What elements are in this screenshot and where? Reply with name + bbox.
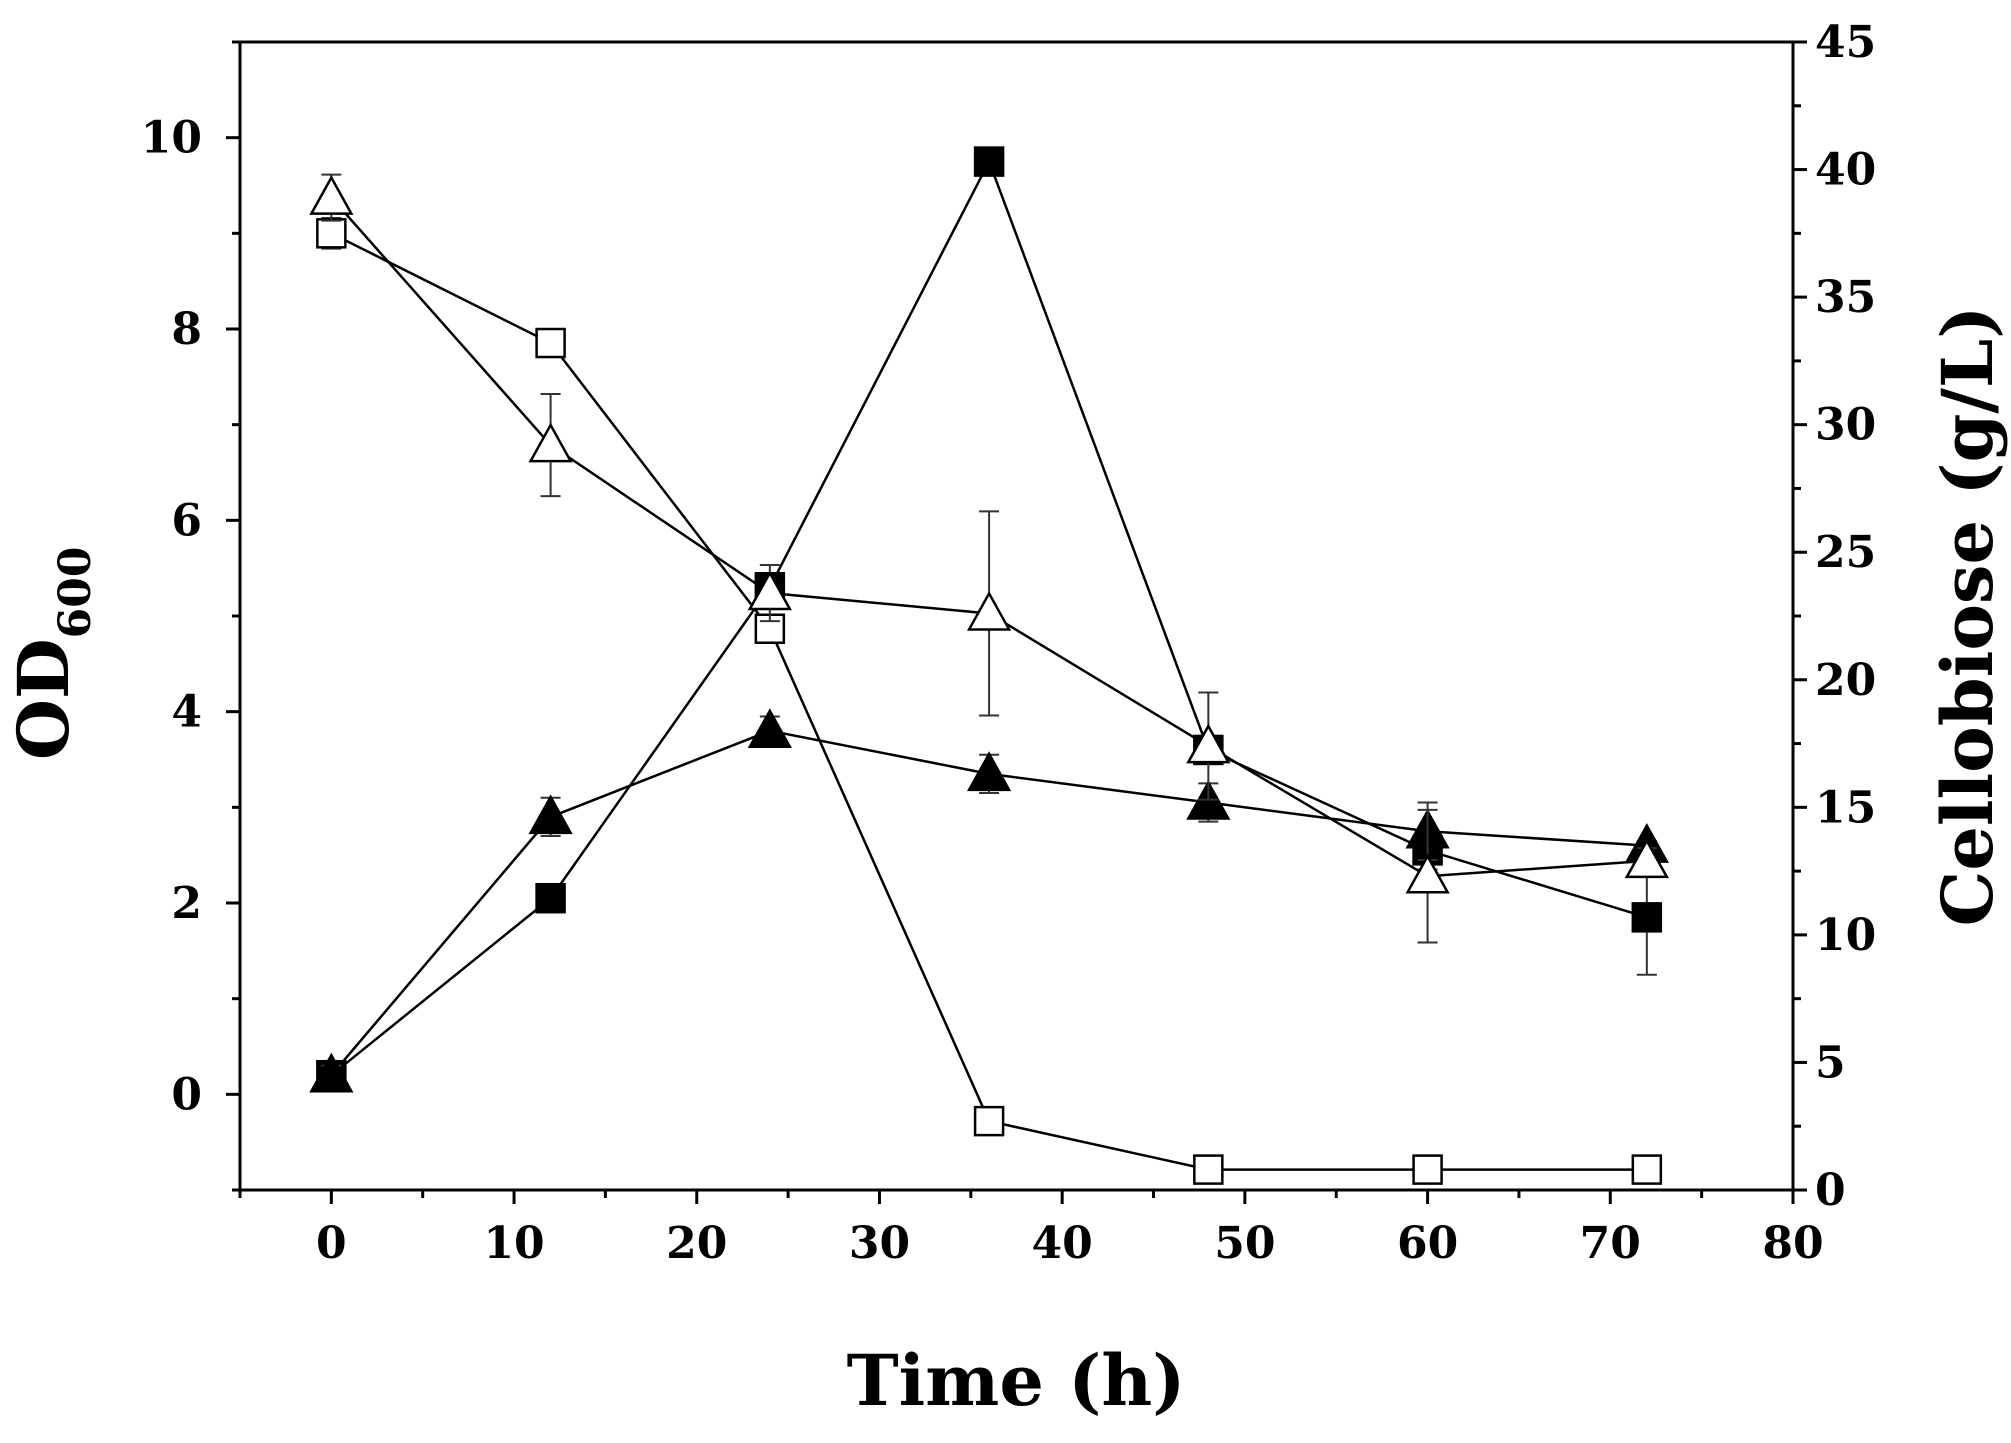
y-left-axis-title: OD600 [2,546,101,760]
data-point-triangle [966,751,1012,792]
x-tick-label: 40 [1032,1218,1093,1269]
series-3 [316,217,1663,1185]
data-point-triangle [1405,853,1450,894]
data-point-triangle [528,422,573,463]
y-left-axis-ticks: 0 2 4 6 8 10 [141,40,240,1192]
x-tick-label: 80 [1762,1218,1823,1269]
y-left-tick-label: 4 [171,687,202,738]
x-tick-label: 70 [1580,1218,1641,1269]
x-tick-label: 50 [1214,1218,1275,1269]
data-point-square [1631,1154,1663,1185]
x-tick-label: 10 [483,1218,544,1269]
y-right-tick-label: 35 [1815,272,1876,323]
y-left-tick-label: 6 [171,495,202,546]
y-right-tick-label: 5 [1815,1037,1846,1088]
y-left-tick-label: 10 [141,113,202,164]
data-point-square [535,882,566,914]
y-left-axis-title-main: OD [2,638,85,760]
x-tick-label: 60 [1397,1218,1458,1269]
y-right-tick-label: 45 [1815,17,1876,68]
x-axis-ticks: 0 10 20 30 40 50 60 70 80 [238,1190,1824,1269]
series-2 [309,708,1669,1093]
y-right-axis-ticks: 0 5 10 15 20 25 30 35 40 45 [1793,17,1876,1216]
x-tick-label: 20 [666,1218,727,1269]
data-point-square [316,218,347,249]
y-left-tick-label: 2 [171,878,202,929]
x-tick-label: 0 [316,1218,347,1269]
series-4 [309,173,1669,944]
data-point-triangle [528,794,573,835]
data-point-triangle [966,590,1012,631]
x-tick-label: 30 [849,1218,910,1269]
data-point-square [1412,1154,1443,1185]
y-right-tick-label: 40 [1815,145,1876,196]
data-point-triangle [747,708,792,749]
y-right-tick-label: 20 [1815,655,1876,706]
data-point-triangle [1624,838,1669,879]
y-right-tick-label: 30 [1815,400,1876,451]
data-point-triangle [309,1052,354,1093]
data-point-square [973,1105,1005,1137]
data-point-square [973,146,1005,177]
data-point-triangle [747,570,792,611]
series-layer [309,146,1669,1185]
data-point-triangle [1186,723,1231,764]
data-point-triangle [309,175,354,215]
data-point-square [754,613,786,645]
y-right-tick-label: 10 [1815,910,1876,961]
data-point-square [1193,1154,1224,1185]
data-point-square [535,327,566,359]
x-axis-title: Time (h) [847,1339,1186,1422]
data-point-square [1631,902,1663,933]
y-left-axis-title-subscript: 600 [50,546,101,638]
y-right-axis-title: Cellobiose (g/L) [1926,306,2009,927]
y-left-tick-label: 8 [171,304,202,355]
y-left-tick-label: 0 [171,1069,202,1120]
y-right-tick-label: 25 [1815,527,1876,578]
y-right-tick-label: 15 [1815,782,1876,833]
plot-frame [238,40,1795,1192]
y-right-tick-label: 0 [1815,1165,1846,1216]
